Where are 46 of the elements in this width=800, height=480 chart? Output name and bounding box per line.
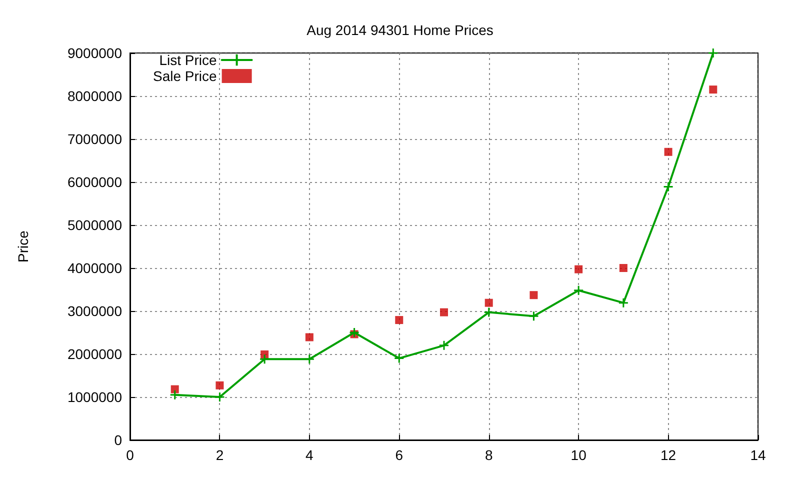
- y-tick-label: 8000000: [67, 88, 122, 104]
- point: [438, 340, 450, 351]
- point: [573, 285, 584, 296]
- point: [395, 316, 404, 324]
- x-tick-label: 14: [750, 447, 766, 463]
- x-tick-label: 2: [216, 447, 224, 463]
- x-tick-label: 4: [306, 447, 314, 463]
- x-tick-label: 12: [660, 447, 676, 463]
- point: [349, 327, 360, 338]
- point: [663, 181, 674, 192]
- point: [574, 265, 583, 274]
- y-tick-label: 1000000: [67, 389, 122, 405]
- point: [305, 333, 314, 342]
- point: [304, 354, 315, 364]
- legend-label: List Price: [159, 52, 218, 68]
- point: [530, 291, 538, 300]
- x-tick-label: 10: [570, 447, 587, 463]
- point: [214, 392, 225, 402]
- y-tick-label: 3000000: [67, 303, 122, 319]
- point: [394, 353, 404, 364]
- y-tick-label: 7000000: [67, 131, 122, 147]
- point: [440, 308, 448, 316]
- y-tick-label: 9000000: [67, 45, 122, 61]
- x-tick-label: 8: [484, 447, 493, 463]
- point: [528, 310, 539, 322]
- point: [709, 86, 718, 94]
- y-tick-label: 2000000: [67, 346, 122, 362]
- y-tick-label: 5000000: [67, 217, 122, 233]
- y-tick-label: 6000000: [67, 174, 122, 190]
- point: [170, 390, 180, 400]
- point: [619, 264, 628, 272]
- point: [618, 298, 629, 308]
- point: [170, 385, 179, 394]
- point: [216, 381, 224, 390]
- chart-title: Aug 2014 94301 Home Prices: [306, 22, 494, 38]
- legend-label: Sale Price: [152, 68, 218, 84]
- x-tick-label: 0: [126, 447, 134, 463]
- y-tick-label: 0: [114, 432, 122, 448]
- point: [484, 307, 494, 318]
- point: [484, 298, 493, 307]
- y-axis-title: Price: [15, 230, 31, 262]
- point: [664, 148, 672, 156]
- x-tick-label: 6: [395, 447, 404, 463]
- point: [259, 354, 270, 364]
- point: [708, 48, 718, 58]
- y-tick-label: 4000000: [67, 260, 122, 276]
